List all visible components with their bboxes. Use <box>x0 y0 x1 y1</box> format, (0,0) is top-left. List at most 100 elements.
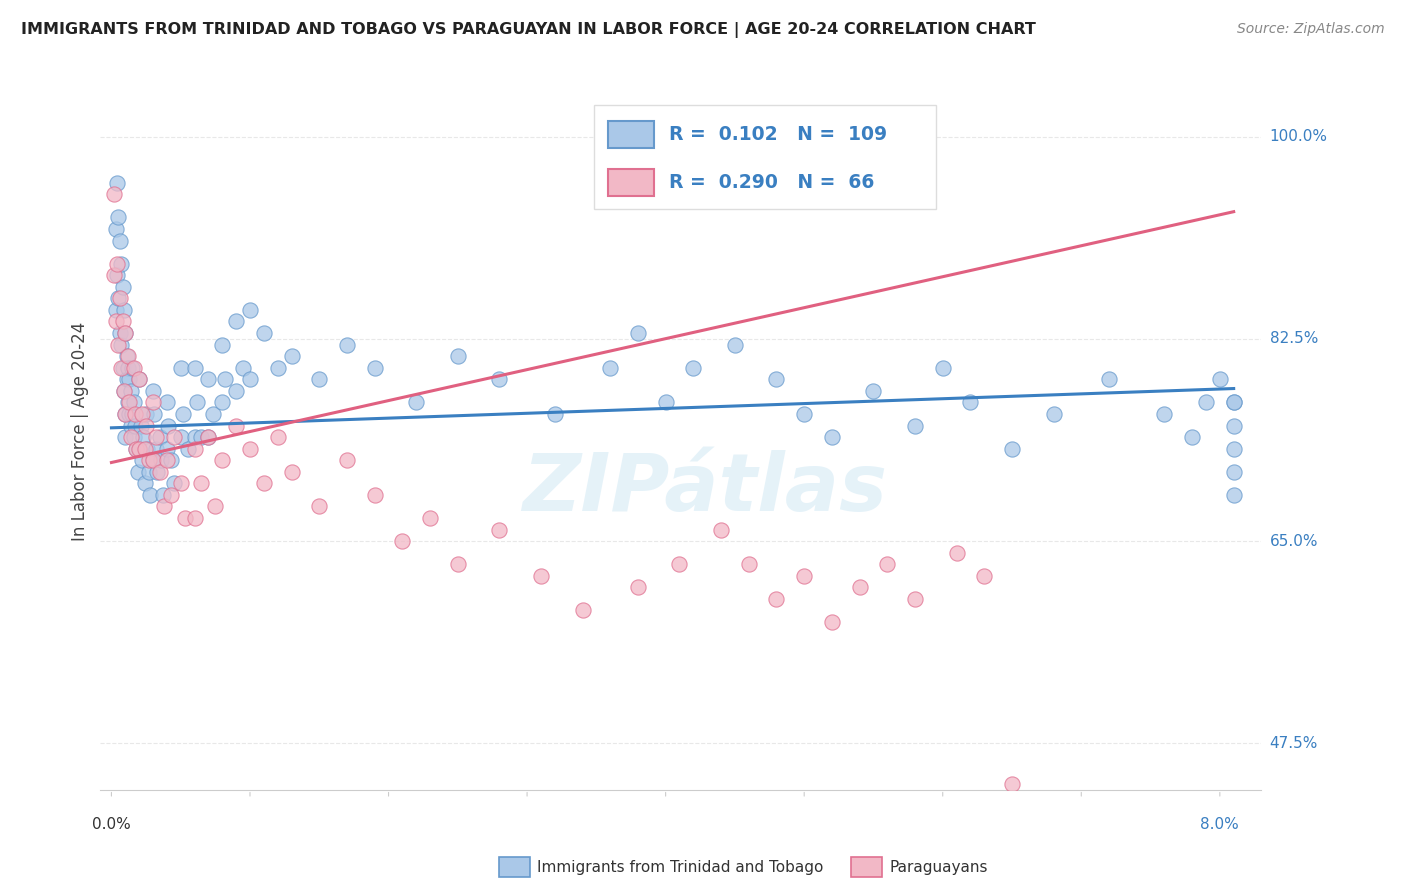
Point <box>932 360 955 375</box>
Point <box>904 418 927 433</box>
Point <box>120 430 142 444</box>
Point <box>862 384 884 398</box>
Point <box>105 268 128 283</box>
Point <box>232 360 254 375</box>
Text: R =  0.102   N =  109: R = 0.102 N = 109 <box>669 125 887 145</box>
Point <box>170 476 193 491</box>
Point <box>117 395 139 409</box>
Point <box>153 500 176 514</box>
Point <box>183 430 205 444</box>
Point <box>160 488 183 502</box>
Point <box>128 372 150 386</box>
Point <box>124 418 146 433</box>
Point <box>793 568 815 582</box>
Point <box>128 442 150 456</box>
Point <box>1153 407 1175 421</box>
Point <box>134 442 156 456</box>
Point <box>724 337 747 351</box>
Point <box>654 395 676 409</box>
Point <box>183 442 205 456</box>
Point <box>821 430 844 444</box>
Point <box>211 453 233 467</box>
Point <box>668 558 690 572</box>
Point <box>253 476 276 491</box>
Point <box>136 442 159 456</box>
Point <box>125 442 148 456</box>
Point <box>138 453 160 467</box>
Point <box>1222 488 1244 502</box>
Point <box>197 430 219 444</box>
Point <box>447 349 470 363</box>
Point <box>104 302 127 317</box>
Point <box>363 488 385 502</box>
Point <box>405 395 427 409</box>
Point <box>308 500 330 514</box>
Point <box>1098 372 1121 386</box>
Point <box>571 603 593 617</box>
Point <box>142 395 165 409</box>
Point <box>682 360 704 375</box>
Text: Immigrants from Trinidad and Tobago: Immigrants from Trinidad and Tobago <box>537 861 824 875</box>
Point <box>120 418 142 433</box>
Point <box>115 372 138 386</box>
Point <box>156 395 179 409</box>
Point <box>145 430 167 444</box>
Point <box>201 407 224 421</box>
Point <box>1222 465 1244 479</box>
Point <box>419 511 441 525</box>
FancyBboxPatch shape <box>607 121 654 148</box>
Point <box>114 430 136 444</box>
Point <box>627 326 650 340</box>
Point <box>135 418 157 433</box>
Point <box>112 384 135 398</box>
Point <box>110 360 132 375</box>
Point <box>793 407 815 421</box>
Point <box>117 360 139 375</box>
Text: ZIPátlas: ZIPátlas <box>522 450 887 528</box>
Text: 82.5%: 82.5% <box>1270 331 1317 346</box>
Point <box>186 395 208 409</box>
Point <box>103 268 125 283</box>
Point <box>225 384 247 398</box>
Point <box>128 372 150 386</box>
Point <box>163 476 186 491</box>
Point <box>280 465 302 479</box>
Point <box>197 430 219 444</box>
Point <box>765 591 787 606</box>
Point <box>138 465 160 479</box>
FancyBboxPatch shape <box>607 169 654 196</box>
Point <box>204 500 226 514</box>
Point <box>110 257 132 271</box>
Point <box>544 407 567 421</box>
Point <box>157 418 180 433</box>
Text: R =  0.290   N =  66: R = 0.290 N = 66 <box>669 173 875 192</box>
Point <box>488 523 510 537</box>
Point <box>114 326 136 340</box>
Point <box>129 418 152 433</box>
Point <box>1042 407 1064 421</box>
Point <box>114 326 136 340</box>
Point <box>190 476 212 491</box>
Point <box>1222 395 1244 409</box>
Point <box>225 314 247 328</box>
Point <box>132 430 155 444</box>
Point <box>118 372 141 386</box>
Point <box>1222 395 1244 409</box>
Point <box>135 407 157 421</box>
Point <box>363 360 385 375</box>
Point <box>107 292 129 306</box>
Point <box>146 465 169 479</box>
Point <box>765 372 787 386</box>
Y-axis label: In Labor Force | Age 20-24: In Labor Force | Age 20-24 <box>72 322 89 541</box>
Point <box>336 453 359 467</box>
Point <box>1222 418 1244 433</box>
Point <box>143 407 166 421</box>
Point <box>118 395 141 409</box>
Point <box>904 591 927 606</box>
Point <box>821 615 844 629</box>
Point <box>127 465 149 479</box>
Point <box>131 407 153 421</box>
Point <box>110 337 132 351</box>
Point <box>253 326 276 340</box>
Point <box>156 453 179 467</box>
